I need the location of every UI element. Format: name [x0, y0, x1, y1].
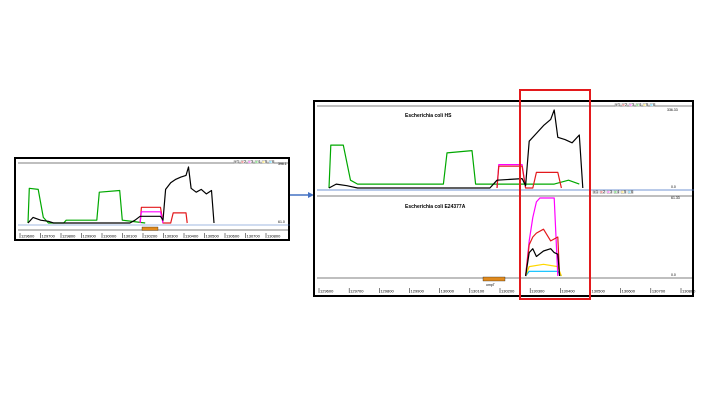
overview-legend-label: 2 [244, 160, 246, 164]
overview-tick-label: 130700 [247, 234, 261, 239]
overview-tick-label: 129700 [42, 234, 56, 239]
detail-track-separator-legend-label: 2 [603, 190, 605, 194]
overview-tick-label: 130000 [103, 234, 117, 239]
detail-tick-label: 130500 [592, 289, 606, 294]
detail-tick-label: 130600 [622, 289, 636, 294]
detail-track1-legend-label: 2 [625, 103, 627, 107]
detail-tick-label: 129700 [350, 289, 364, 294]
overview-legend-label: 3 [251, 160, 253, 164]
detail-track-separator-legend-label: 5 [624, 190, 626, 194]
detail-tick-label: 130800 [682, 289, 696, 294]
detail-gene-label: ompT [486, 283, 496, 287]
highlight-region [519, 89, 591, 300]
overview-coverage-panel: 1 2 3 4 5 6 396.1 61.0 129600 129700 129800 129900 1… [14, 157, 290, 241]
detail-tick-label: 129600 [320, 289, 334, 294]
detail-track1-scale-top: 336.33 [667, 108, 678, 112]
detail-track1-line-2 [496, 165, 562, 189]
overview-scale-bottom: 61.0 [278, 220, 285, 224]
detail-tick-label: 130300 [531, 289, 545, 294]
detail-tick-label: 130700 [652, 289, 666, 294]
overview-legend-label: 1 [237, 160, 239, 164]
detail-tick-label: 129900 [411, 289, 425, 294]
overview-tick-label: 129800 [62, 234, 76, 239]
detail-track1-legend-label: 4 [639, 103, 641, 107]
overview-legend-label: 5 [265, 160, 267, 164]
overview-tick-label: 129900 [83, 234, 97, 239]
detail-track2-line-2 [525, 197, 559, 277]
overview-gene-feature [141, 226, 159, 231]
detail-gene-feature [482, 276, 506, 282]
detail-tick-label: 130200 [501, 289, 515, 294]
detail-track2-scale-bottom: 0.0 [671, 273, 676, 277]
overview-tick-label: 130100 [124, 234, 138, 239]
overview-line-2 [139, 211, 164, 224]
detail-track2-title: Escherichia coli E24377A [405, 204, 466, 210]
zoom-arrow-icon [290, 192, 314, 198]
overview-line-1 [139, 206, 188, 224]
detail-tick-label: 130100 [471, 289, 485, 294]
overview-tick-label: 130200 [144, 234, 158, 239]
overview-line-0 [27, 187, 146, 224]
detail-coverage-panel: Escherichia coli HS 1 2 3 4 5 6 336.33 0.0 1 2 3 4 5 6… [313, 100, 696, 297]
detail-tick-label: 130000 [441, 289, 455, 294]
detail-track1-legend-label: 6 [653, 103, 655, 107]
overview-tick-label: 129600 [21, 234, 35, 239]
detail-track1-title: Escherichia coli HS [405, 113, 452, 119]
overview-legend-label: 4 [258, 160, 260, 164]
detail-track1-legend-label: 5 [646, 103, 648, 107]
detail-track2-line-3 [525, 228, 561, 277]
overview-tick-label: 130400 [185, 234, 199, 239]
detail-track1-line-3 [328, 109, 584, 189]
detail-track1-scale-bottom: 0.0 [671, 185, 676, 189]
detail-track-separator-legend-label: 3 [610, 190, 612, 194]
detail-track-separator-legend-label: 6 [631, 190, 633, 194]
detail-tick-label: 129800 [380, 289, 394, 294]
detail-track1-line-0 [328, 144, 580, 189]
overview-scale-top: 396.1 [278, 162, 287, 166]
detail-track2-line-4 [525, 248, 561, 277]
overview-tick-label: 130800 [267, 234, 281, 239]
overview-tick-label: 130600 [226, 234, 240, 239]
overview-tick-label: 130500 [206, 234, 220, 239]
overview-line-3 [27, 166, 215, 224]
detail-track-separator-legend-label: 4 [617, 190, 619, 194]
detail-track1-legend-label: 1 [618, 103, 620, 107]
detail-track2-scale-top: 61.33 [671, 196, 680, 200]
overview-coverage-chart: 1 2 3 4 5 6 396.1 61.0 129600 129700 129800 129900 1… [18, 160, 290, 239]
detail-track1-legend-label: 3 [632, 103, 634, 107]
detail-coverage-chart: Escherichia coli HS 1 2 3 4 5 6 336.33 0.0 1 2 3 4 5 6… [317, 103, 696, 294]
overview-legend-label: 6 [272, 160, 274, 164]
detail-track-separator-legend-label: 1 [596, 190, 598, 194]
overview-tick-label: 130300 [165, 234, 179, 239]
detail-tick-label: 130400 [561, 289, 575, 294]
